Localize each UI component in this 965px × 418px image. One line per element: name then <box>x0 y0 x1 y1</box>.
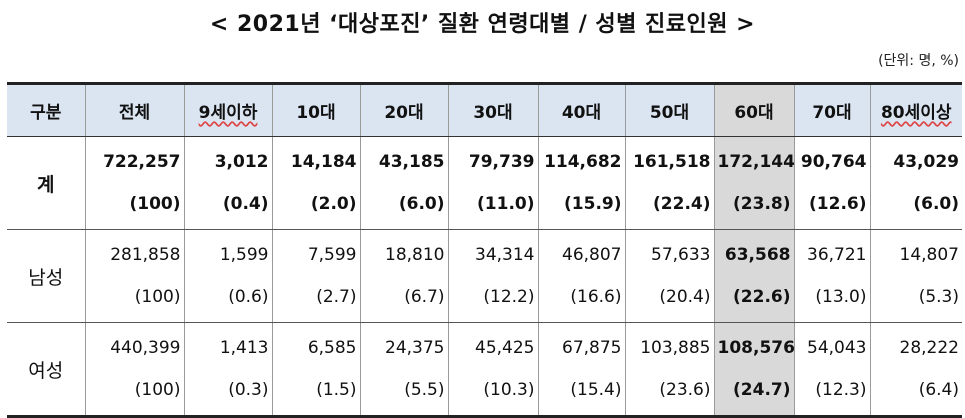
share-cell-age-20s: (6.0) <box>359 183 449 230</box>
share-cell-age-20s: (6.7) <box>359 276 449 323</box>
count-cell-age-50s: 161,518 <box>624 136 715 183</box>
share-cell-age-30s: (10.3) <box>447 369 539 418</box>
share-cell-age-10s: (1.5) <box>271 369 361 418</box>
header-row: 구분 전체 9세이하 10대 20대 30대 40대 50대 60대 70대 8… <box>7 82 962 137</box>
share-cell-age-40s: (16.6) <box>537 276 626 323</box>
share-cell-age-40s: (15.9) <box>537 183 626 230</box>
table-row-counts: 계 722,257 3,012 14,184 43,185 79,739 114,682 16… <box>7 136 962 230</box>
count-cell-age-10s: 6,585 <box>271 322 361 369</box>
share-cell-age-80-plus: (6.4) <box>869 369 962 418</box>
share-cell-age-70s: (13.0) <box>793 276 871 323</box>
count-cell-age-30s: 34,314 <box>447 229 539 276</box>
header-age-70s: 70대 <box>793 82 871 137</box>
table-row-shares: (100) (0.4) (2.0) (6.0) (11.0) (15.9) (22.4) (2… <box>7 183 962 230</box>
share-cell-age-50s: (20.4) <box>624 276 715 323</box>
share-cell-age-50s: (23.6) <box>624 369 715 418</box>
header-age-50s: 50대 <box>624 82 715 137</box>
share-cell-total: (100) <box>84 276 185 323</box>
count-cell-age-70s: 54,043 <box>793 322 871 369</box>
count-cell-age-80-plus: 43,029 <box>869 136 962 183</box>
share-cell-age-40s: (15.4) <box>537 369 626 418</box>
table-title: < 2021년 ‘대상포진’ 질환 연령대별 / 성별 진료인원 > <box>209 12 756 37</box>
header-total: 전체 <box>84 82 185 137</box>
count-cell-age-70s: 36,721 <box>793 229 871 276</box>
count-cell-age-10s: 14,184 <box>271 136 361 183</box>
share-cell-age-10s: (2.0) <box>271 183 361 230</box>
share-cell-age-80-plus: (6.0) <box>869 183 962 230</box>
share-cell-age-50s: (22.4) <box>624 183 715 230</box>
table-row-counts: 여성 440,399 1,413 6,585 24,375 45,425 67,875 103… <box>7 322 962 418</box>
header-age-10s: 10대 <box>271 82 361 137</box>
count-cell-age-40s: 67,875 <box>537 322 626 369</box>
count-cell-total: 440,399 <box>84 322 185 369</box>
unit-note: (단위: 명, %) <box>878 53 959 69</box>
count-cell-age-40s: 114,682 <box>537 136 626 183</box>
count-cell-age-under-9: 3,012 <box>183 136 273 183</box>
header-age-30s: 30대 <box>447 82 539 137</box>
share-cell-age-under-9: (0.4) <box>183 183 273 230</box>
share-cell-age-30s: (11.0) <box>447 183 539 230</box>
count-cell-age-under-9: 1,413 <box>183 322 273 369</box>
table-row-shares: (100) (0.6) (2.7) (6.7) (12.2) (16.6) (20.4) (2… <box>7 276 962 323</box>
count-cell-age-30s: 79,739 <box>447 136 539 183</box>
header-age-20s: 20대 <box>359 82 449 137</box>
count-cell-age-80-plus: 14,807 <box>869 229 962 276</box>
count-cell-age-20s: 18,810 <box>359 229 449 276</box>
row-label: 남성 <box>7 229 86 323</box>
count-cell-age-under-9: 1,599 <box>183 229 273 276</box>
count-cell-age-60s: 108,576 <box>713 322 795 369</box>
count-cell-age-70s: 90,764 <box>793 136 871 183</box>
count-cell-total: 722,257 <box>84 136 185 183</box>
share-cell-age-30s: (12.2) <box>447 276 539 323</box>
stats-table: 구분 전체 9세이하 10대 20대 30대 40대 50대 60대 70대 8… <box>7 82 962 418</box>
header-age-40s: 40대 <box>537 82 626 137</box>
share-cell-age-under-9: (0.6) <box>183 276 273 323</box>
share-cell-age-10s: (2.7) <box>271 276 361 323</box>
count-cell-age-50s: 103,885 <box>624 322 715 369</box>
table-row-counts: 남성 281,858 1,599 7,599 18,810 34,314 46,807 57,… <box>7 229 962 323</box>
count-cell-age-60s: 172,144 <box>713 136 795 183</box>
share-cell-age-under-9: (0.3) <box>183 369 273 418</box>
count-cell-age-20s: 24,375 <box>359 322 449 369</box>
share-cell-age-70s: (12.3) <box>793 369 871 418</box>
share-cell-total: (100) <box>84 183 185 230</box>
share-cell-total: (100) <box>84 369 185 418</box>
count-cell-age-60s: 63,568 <box>713 229 795 276</box>
share-cell-age-60s: (24.7) <box>713 369 795 418</box>
share-cell-age-60s: (22.6) <box>713 276 795 323</box>
share-cell-age-70s: (12.6) <box>793 183 871 230</box>
table-row-shares: (100) (0.3) (1.5) (5.5) (10.3) (15.4) (23.6) (2… <box>7 369 962 418</box>
count-cell-age-80-plus: 28,222 <box>869 322 962 369</box>
count-cell-age-50s: 57,633 <box>624 229 715 276</box>
count-cell-age-20s: 43,185 <box>359 136 449 183</box>
count-cell-age-40s: 46,807 <box>537 229 626 276</box>
share-cell-age-20s: (5.5) <box>359 369 449 418</box>
row-label: 계 <box>7 136 86 230</box>
header-category: 구분 <box>7 82 86 137</box>
row-label: 여성 <box>7 322 86 418</box>
share-cell-age-80-plus: (5.3) <box>869 276 962 323</box>
count-cell-total: 281,858 <box>84 229 185 276</box>
header-age-80-plus: 80세이상 <box>869 82 962 137</box>
header-age-60s: 60대 <box>713 82 795 137</box>
count-cell-age-10s: 7,599 <box>271 229 361 276</box>
header-age-under-9: 9세이하 <box>183 82 273 137</box>
share-cell-age-60s: (23.8) <box>713 183 795 230</box>
count-cell-age-30s: 45,425 <box>447 322 539 369</box>
